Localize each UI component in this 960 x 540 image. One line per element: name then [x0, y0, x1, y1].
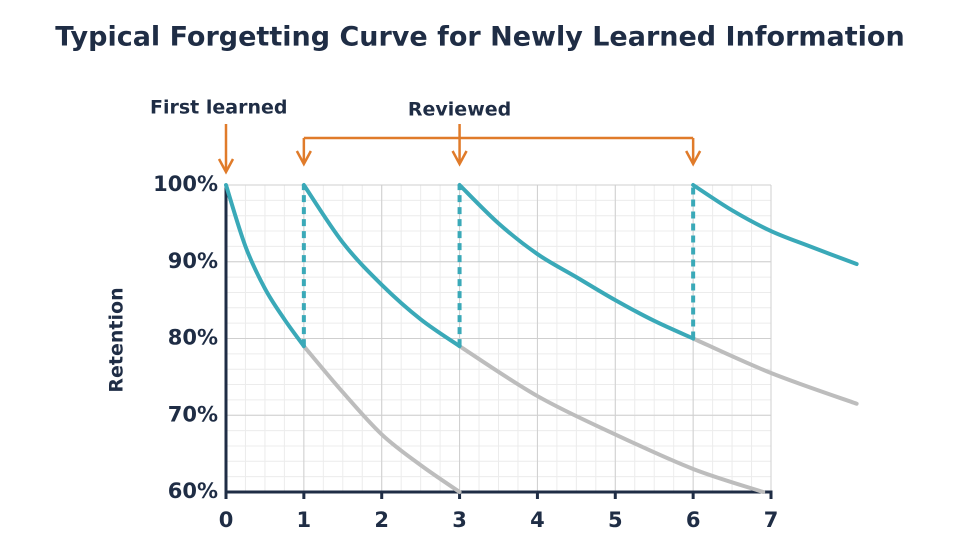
x-tick-label: 7 [764, 508, 779, 532]
chart-title: Typical Forgetting Curve for Newly Learn… [55, 22, 904, 53]
arrow-head [295, 150, 312, 167]
retention-curve [457, 344, 766, 494]
x-tick-label: 1 [297, 508, 312, 532]
x-tick-label: 5 [608, 508, 623, 532]
retention-curve [691, 183, 859, 267]
retention-curve [301, 183, 462, 349]
y-tick-label: 60% [168, 479, 218, 503]
y-tick-label: 70% [168, 402, 218, 426]
y-tick-label: 90% [168, 249, 218, 273]
annotation-label: Reviewed [408, 99, 511, 121]
retention-curve [224, 183, 306, 349]
annotation-label: First learned [150, 97, 287, 119]
retention-curve [691, 336, 859, 406]
x-tick-label: 3 [452, 508, 467, 532]
y-axis-label: Retention [106, 287, 128, 392]
y-tick-label: 80% [168, 326, 218, 350]
x-tick-label: 2 [374, 508, 389, 532]
arrow-head [217, 158, 235, 175]
retention-curve [301, 344, 462, 494]
x-tick-label: 4 [530, 508, 545, 532]
x-tick-label: 6 [686, 508, 701, 532]
y-tick-label: 100% [153, 172, 218, 196]
arrow-head [685, 150, 702, 167]
retention-curve [457, 183, 696, 341]
x-tick-label: 0 [219, 508, 234, 532]
arrow-head [451, 150, 468, 167]
